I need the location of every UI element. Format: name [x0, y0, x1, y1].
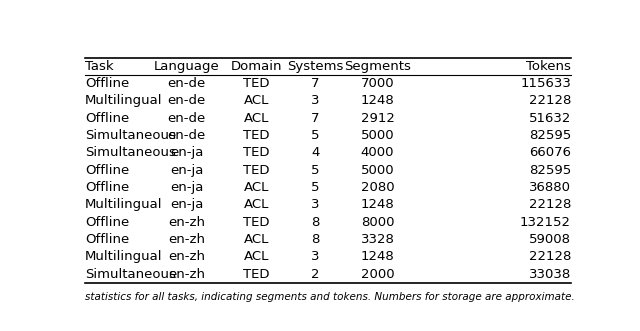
Text: 8000: 8000 — [361, 216, 394, 229]
Text: 82595: 82595 — [529, 164, 571, 177]
Text: en-zh: en-zh — [168, 233, 205, 246]
Text: 4: 4 — [312, 146, 320, 160]
Text: TED: TED — [243, 164, 269, 177]
Text: Simultaneous: Simultaneous — [85, 146, 176, 160]
Text: en-ja: en-ja — [170, 146, 204, 160]
Text: 5: 5 — [311, 129, 320, 142]
Text: 5000: 5000 — [361, 164, 394, 177]
Text: 1248: 1248 — [361, 250, 394, 263]
Text: 132152: 132152 — [520, 216, 571, 229]
Text: 7: 7 — [311, 112, 320, 125]
Text: Tokens: Tokens — [526, 60, 571, 73]
Text: 7: 7 — [311, 77, 320, 90]
Text: 1248: 1248 — [361, 198, 394, 212]
Text: en-zh: en-zh — [168, 250, 205, 263]
Text: 5: 5 — [311, 181, 320, 194]
Text: 1248: 1248 — [361, 94, 394, 107]
Text: 8: 8 — [312, 233, 320, 246]
Text: ACL: ACL — [243, 250, 269, 263]
Text: en-ja: en-ja — [170, 198, 204, 212]
Text: 33038: 33038 — [529, 268, 571, 281]
Text: 2912: 2912 — [361, 112, 394, 125]
Text: ACL: ACL — [243, 198, 269, 212]
Text: 66076: 66076 — [529, 146, 571, 160]
Text: en-de: en-de — [168, 77, 206, 90]
Text: 22128: 22128 — [529, 198, 571, 212]
Text: en-de: en-de — [168, 129, 206, 142]
Text: 51632: 51632 — [529, 112, 571, 125]
Text: 2000: 2000 — [361, 268, 394, 281]
Text: Multilingual: Multilingual — [85, 250, 163, 263]
Text: Offline: Offline — [85, 181, 129, 194]
Text: Offline: Offline — [85, 112, 129, 125]
Text: Offline: Offline — [85, 164, 129, 177]
Text: statistics for all tasks, indicating segments and tokens. Numbers for storage ar: statistics for all tasks, indicating seg… — [85, 292, 575, 302]
Text: 59008: 59008 — [529, 233, 571, 246]
Text: Offline: Offline — [85, 77, 129, 90]
Text: en-de: en-de — [168, 112, 206, 125]
Text: 3328: 3328 — [361, 233, 394, 246]
Text: 3: 3 — [311, 198, 320, 212]
Text: en-de: en-de — [168, 94, 206, 107]
Text: 2: 2 — [311, 268, 320, 281]
Text: 3: 3 — [311, 94, 320, 107]
Text: Domain: Domain — [230, 60, 282, 73]
Text: ACL: ACL — [243, 94, 269, 107]
Text: 82595: 82595 — [529, 129, 571, 142]
Text: 2080: 2080 — [361, 181, 394, 194]
Text: ACL: ACL — [243, 233, 269, 246]
Text: 8: 8 — [312, 216, 320, 229]
Text: Offline: Offline — [85, 216, 129, 229]
Text: Offline: Offline — [85, 233, 129, 246]
Text: TED: TED — [243, 216, 269, 229]
Text: Multilingual: Multilingual — [85, 94, 163, 107]
Text: 5000: 5000 — [361, 129, 394, 142]
Text: 22128: 22128 — [529, 94, 571, 107]
Text: 115633: 115633 — [520, 77, 571, 90]
Text: ACL: ACL — [243, 181, 269, 194]
Text: 5: 5 — [311, 164, 320, 177]
Text: en-zh: en-zh — [168, 268, 205, 281]
Text: en-ja: en-ja — [170, 181, 204, 194]
Text: TED: TED — [243, 129, 269, 142]
Text: en-ja: en-ja — [170, 164, 204, 177]
Text: 36880: 36880 — [529, 181, 571, 194]
Text: 3: 3 — [311, 250, 320, 263]
Text: Segments: Segments — [344, 60, 411, 73]
Text: Multilingual: Multilingual — [85, 198, 163, 212]
Text: TED: TED — [243, 146, 269, 160]
Text: Task: Task — [85, 60, 113, 73]
Text: 22128: 22128 — [529, 250, 571, 263]
Text: TED: TED — [243, 77, 269, 90]
Text: Simultaneous: Simultaneous — [85, 129, 176, 142]
Text: TED: TED — [243, 268, 269, 281]
Text: Systems: Systems — [287, 60, 344, 73]
Text: ACL: ACL — [243, 112, 269, 125]
Text: Language: Language — [154, 60, 220, 73]
Text: 4000: 4000 — [361, 146, 394, 160]
Text: Simultaneous: Simultaneous — [85, 268, 176, 281]
Text: 7000: 7000 — [361, 77, 394, 90]
Text: en-zh: en-zh — [168, 216, 205, 229]
